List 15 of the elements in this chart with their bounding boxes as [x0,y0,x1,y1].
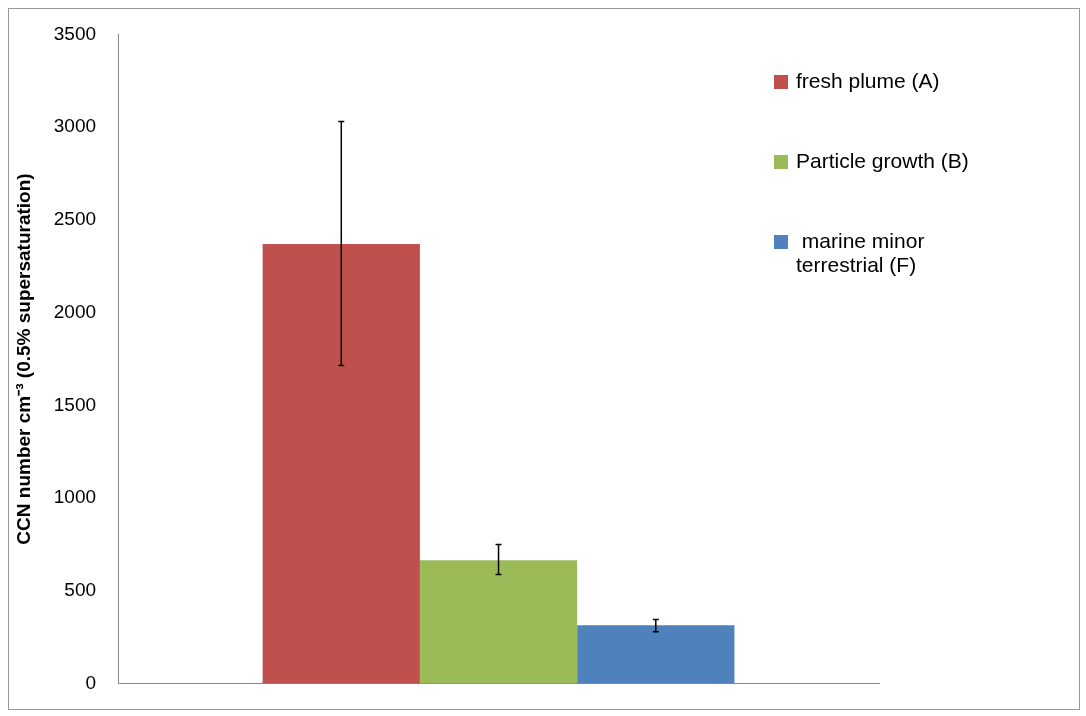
y-tick-label: 2500 [53,208,97,230]
legend-label: marine minor terrestrial (F) [796,229,926,277]
y-tick-label: 0 [85,671,97,693]
legend-label: fresh plume (A) [796,69,941,93]
y-axis-title: CCN number cm⁻³ (0.5% supersaturation) [12,173,34,545]
y-tick-label: 1000 [53,486,97,508]
legend-label: Particle growth (B) [796,149,970,173]
y-tick-label: 500 [64,579,97,601]
bar [577,625,735,684]
y-tick-label: 3500 [53,22,97,44]
bar [262,244,420,684]
y-tick-label: 3000 [53,115,97,137]
y-tick-label: 1500 [53,393,97,415]
y-tick-label: 2000 [53,300,97,322]
bar [419,560,578,684]
